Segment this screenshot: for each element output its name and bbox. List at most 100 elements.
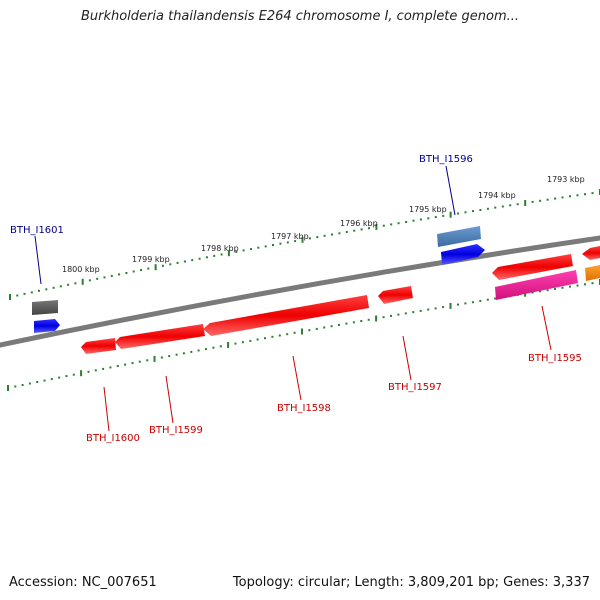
minor-tick [72, 373, 75, 376]
gene-label-BTH_I1600[interactable]: BTH_I1600 [86, 433, 140, 444]
gene-BTH_I1599[interactable] [115, 324, 205, 349]
minor-tick [220, 253, 223, 256]
minor-tick [124, 363, 127, 366]
minor-tick [569, 285, 571, 288]
minor-tick [561, 286, 564, 289]
minor-tick [109, 366, 112, 369]
major-tick [9, 294, 11, 300]
minor-tick [28, 382, 31, 385]
gene-right-edge-forward[interactable] [582, 246, 600, 260]
minor-tick [479, 300, 482, 302]
scale-label: 1795 kbp [409, 205, 447, 214]
gene-BTH_I1601-cds[interactable] [34, 319, 60, 333]
map-title: Burkholderia thailandensis E264 chromoso… [80, 9, 520, 24]
minor-tick [50, 378, 53, 381]
gene-BTH_I1597[interactable] [378, 286, 413, 304]
scale-label: 1794 kbp [478, 191, 516, 200]
major-tick [375, 315, 378, 322]
minor-tick [264, 245, 267, 248]
minor-tick [74, 282, 77, 285]
minor-tick [52, 286, 55, 289]
minor-tick [175, 353, 178, 356]
major-tick [154, 264, 157, 271]
scale-label: 1796 kbp [340, 219, 378, 228]
minor-tick [427, 308, 430, 311]
minor-tick [338, 232, 341, 235]
minor-tick [271, 335, 274, 338]
minor-tick [479, 209, 482, 211]
gene-label-BTH_I1601[interactable]: BTH_I1601 [10, 225, 64, 236]
gene-BTH_I1601[interactable] [32, 300, 58, 315]
minor-tick [330, 325, 333, 328]
minor-tick [59, 285, 62, 288]
minor-tick [30, 291, 33, 294]
leader-BTH_I1599 [165, 375, 174, 424]
minor-tick [494, 206, 497, 209]
minor-tick [397, 222, 400, 225]
minor-tick [539, 199, 542, 202]
minor-tick [43, 379, 46, 382]
major-tick [153, 355, 156, 362]
scale-label: 1793 kbp [547, 175, 585, 184]
minor-tick [360, 228, 363, 231]
minor-tick [102, 367, 105, 370]
minor-tick [531, 200, 534, 203]
gene-label-BTH_I1595[interactable]: BTH_I1595 [528, 353, 582, 364]
minor-tick [118, 273, 121, 276]
minor-tick [546, 198, 549, 201]
minor-tick [315, 327, 318, 330]
gene-BTH_I1595[interactable] [495, 270, 578, 300]
gene-label-BTH_I1598[interactable]: BTH_I1598 [277, 403, 331, 414]
minor-tick [65, 375, 68, 378]
minor-tick [191, 259, 194, 262]
gene-label-BTH_I1599[interactable]: BTH_I1599 [149, 425, 203, 436]
minor-tick [293, 331, 296, 334]
gene-BTH_I1598[interactable] [203, 295, 369, 336]
gene-BTH_I1596[interactable] [437, 226, 481, 247]
minor-tick [345, 322, 348, 325]
minor-tick [146, 359, 149, 362]
minor-tick [160, 356, 163, 359]
minor-tick [471, 301, 474, 304]
minor-tick [434, 216, 437, 219]
minor-tick [539, 290, 542, 293]
leader-BTH_I1597 [402, 335, 412, 381]
minor-tick [286, 241, 289, 244]
minor-tick [212, 346, 215, 349]
minor-tick [464, 302, 467, 305]
minor-tick [242, 249, 245, 252]
minor-tick [182, 352, 185, 355]
gene-BTH_I1595-upper[interactable] [492, 254, 573, 280]
gene-BTH_I1600[interactable] [81, 338, 116, 354]
minor-tick [94, 369, 97, 372]
minor-tick [486, 298, 489, 301]
minor-tick [58, 376, 61, 379]
minor-tick [96, 277, 99, 280]
minor-tick [169, 263, 172, 266]
minor-tick [88, 279, 91, 282]
minor-tick [323, 234, 326, 237]
leader-BTH_I1598 [292, 355, 302, 401]
major-tick [375, 223, 378, 230]
minor-tick [308, 237, 311, 240]
minor-tick [125, 272, 128, 274]
minor-tick [591, 192, 594, 195]
minor-tick [494, 297, 497, 300]
gene-label-BTH_I1597[interactable]: BTH_I1597 [388, 382, 442, 393]
gene-label-BTH_I1596[interactable]: BTH_I1596 [419, 154, 473, 165]
gene-right-edge-orange[interactable] [585, 265, 600, 281]
gene-BTH_I1596-cds[interactable] [441, 244, 485, 265]
minor-tick [38, 289, 40, 292]
minor-tick [21, 384, 24, 386]
accession-text: Accession: NC_007651 [9, 575, 157, 590]
major-tick [301, 328, 303, 335]
minor-tick [554, 288, 556, 290]
minor-tick [368, 227, 370, 230]
scale-label: 1797 kbp [271, 232, 309, 241]
minor-tick [183, 260, 186, 263]
minor-tick [569, 195, 571, 198]
major-tick [7, 385, 9, 391]
minor-tick [412, 219, 415, 222]
minor-tick [294, 240, 297, 243]
